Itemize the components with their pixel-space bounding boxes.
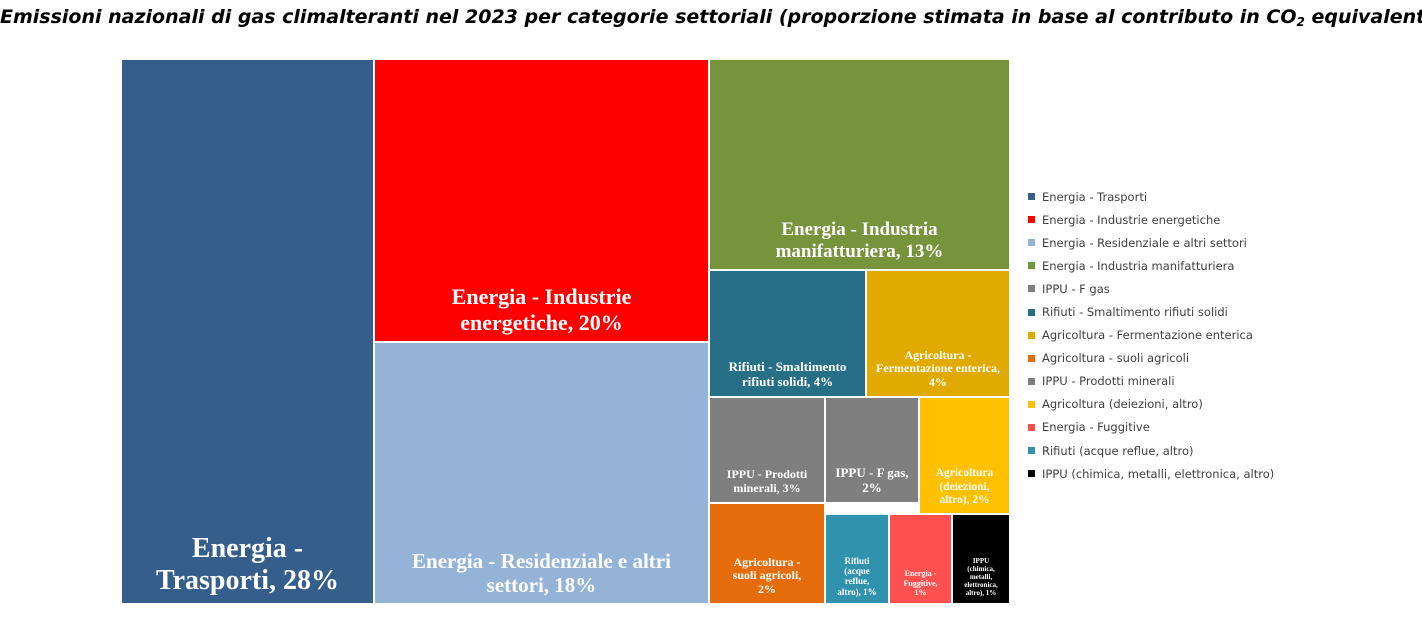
- legend-label: Rifiuti - Smaltimento rifiuti solidi: [1042, 305, 1228, 320]
- treemap-cell: Energia - Fuggitive, 1%: [889, 514, 952, 604]
- treemap-cell-label: Energia - Industrie energetiche, 20%: [451, 284, 632, 335]
- legend-item: Energia - Fuggitive: [1028, 416, 1274, 439]
- treemap-cell-label: Agricoltura (deiezioni, altro), 2%: [935, 467, 994, 506]
- legend-label: Agricoltura - suoli agricoli: [1042, 351, 1190, 366]
- treemap-cell: Energia - Trasporti, 28%: [121, 59, 374, 604]
- chart-title-tail: equivalente): [1311, 6, 1422, 28]
- legend-item: IPPU (chimica, metalli, elettronica, alt…: [1028, 462, 1274, 485]
- legend-item: IPPU - Prodotti minerali: [1028, 370, 1274, 393]
- treemap-cell: IPPU (chimica, metalli, elettronica, alt…: [952, 514, 1010, 604]
- treemap-cell: IPPU - Prodotti minerali, 3%: [709, 397, 825, 503]
- legend-swatch: [1028, 285, 1035, 293]
- legend-swatch: [1028, 377, 1035, 385]
- chart-title-subscript: 2: [1296, 15, 1305, 29]
- legend-item: Agricoltura - Fermentazione enterica: [1028, 324, 1274, 347]
- legend-label: Rifiuti (acque reflue, altro): [1042, 443, 1194, 458]
- treemap-cell: Rifiuti - Smaltimento rifiuti solidi, 4%: [709, 270, 866, 397]
- treemap-cell-label: Energia - Trasporti, 28%: [155, 532, 340, 596]
- treemap-cell: Agricoltura - suoli agricoli, 2%: [709, 503, 825, 604]
- legend-item: Rifiuti (acque reflue, altro): [1028, 439, 1274, 462]
- legend-swatch: [1028, 447, 1035, 455]
- treemap-cell-label: IPPU (chimica, metalli, elettronica, alt…: [964, 556, 998, 597]
- legend-item: Energia - Industrie energetiche: [1028, 208, 1274, 231]
- legend-label: Agricoltura (deiezioni, altro): [1042, 397, 1203, 412]
- treemap-cell: Agricoltura (deiezioni, altro), 2%: [919, 397, 1010, 514]
- legend-label: Agricoltura - Fermentazione enterica: [1042, 328, 1253, 343]
- legend-item: Rifiuti - Smaltimento rifiuti solidi: [1028, 300, 1274, 323]
- legend-swatch: [1028, 308, 1035, 316]
- treemap-cell: Energia - Industrie energetiche, 20%: [374, 59, 709, 342]
- legend-swatch: [1028, 239, 1035, 247]
- legend-swatch: [1028, 423, 1035, 431]
- legend-item: Energia - Industria manifatturiera: [1028, 254, 1274, 277]
- treemap-cell: Agricoltura - Fermentazione enterica, 4%: [866, 270, 1010, 397]
- legend-swatch: [1028, 400, 1035, 408]
- legend-item: Agricoltura (deiezioni, altro): [1028, 393, 1274, 416]
- treemap-cell: Energia - Residenziale e altri settori, …: [374, 342, 709, 604]
- legend-label: IPPU - Prodotti minerali: [1042, 374, 1175, 389]
- legend-item: Energia - Residenziale e altri settori: [1028, 231, 1274, 254]
- legend-label: Energia - Residenziale e altri settori: [1042, 235, 1247, 250]
- legend: Energia - Trasporti Energia - Industrie e…: [1028, 185, 1274, 485]
- treemap-cell-label: Energia - Residenziale e altri settori, …: [412, 548, 671, 597]
- legend-label: Energia - Fuggitive: [1042, 420, 1150, 435]
- treemap-cell-label: Energia - Industria manifatturiera, 13%: [775, 219, 944, 263]
- legend-label: Energia - Industrie energetiche: [1042, 212, 1221, 227]
- legend-item: IPPU - F gas: [1028, 277, 1274, 300]
- treemap-cell: Energia - Industria manifatturiera, 13%: [709, 59, 1010, 270]
- treemap-cell-label: Agricoltura - Fermentazione enterica, 4%: [876, 347, 1000, 390]
- legend-item: Energia - Trasporti: [1028, 185, 1274, 208]
- treemap: Energia - Trasporti, 28% Energia - Indust…: [121, 59, 1010, 604]
- legend-swatch: [1028, 193, 1035, 201]
- legend-item: Agricoltura - suoli agricoli: [1028, 347, 1274, 370]
- treemap-cell-label: IPPU - F gas, 2%: [835, 465, 909, 496]
- legend-label: IPPU (chimica, metalli, elettronica, alt…: [1042, 466, 1275, 481]
- legend-swatch: [1028, 262, 1035, 270]
- legend-swatch: [1028, 216, 1035, 224]
- treemap-cell-label: Energia - Fuggitive, 1%: [903, 569, 938, 597]
- chart-title: Emissioni nazionali di gas climalteranti…: [0, 6, 1422, 28]
- treemap-cell-label: Rifiuti - Smaltimento rifiuti solidi, 4%: [728, 359, 847, 390]
- legend-label: Energia - Trasporti: [1042, 189, 1148, 204]
- legend-label: IPPU - F gas: [1042, 281, 1110, 296]
- legend-swatch: [1028, 354, 1035, 362]
- treemap-cell-label: Agricoltura - suoli agricoli, 2%: [732, 554, 802, 597]
- treemap-cell: IPPU - F gas, 2%: [825, 397, 919, 503]
- treemap-cell: Rifiuti (acque reflue, altro), 1%: [825, 514, 889, 604]
- chart-title-main: Emissioni nazionali di gas climalteranti…: [0, 6, 1297, 28]
- legend-swatch: [1028, 331, 1035, 339]
- treemap-cell-label: Rifiuti (acque reflue, altro), 1%: [837, 555, 877, 597]
- legend-label: Energia - Industria manifatturiera: [1042, 258, 1235, 273]
- treemap-cell-label: IPPU - Prodotti minerali, 3%: [726, 467, 808, 496]
- legend-swatch: [1028, 470, 1035, 478]
